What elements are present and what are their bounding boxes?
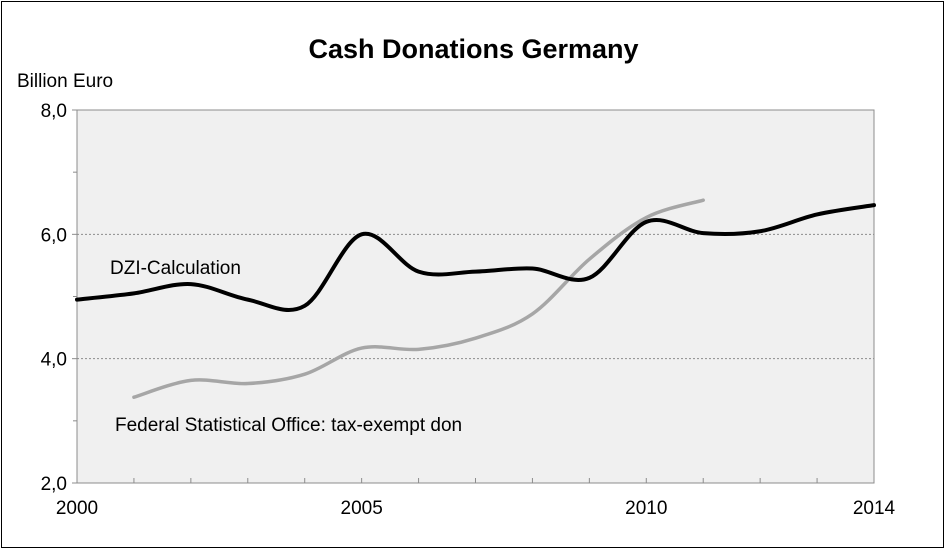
series-label-dzi: DZI-Calculation (110, 258, 241, 279)
x-tick-label: 2005 (341, 498, 383, 519)
x-tick-label: 2014 (853, 498, 896, 519)
y-tick-label: 8,0 (41, 101, 67, 122)
series-label-federal-statistical-office: Federal Statistical Office: tax-exempt d… (115, 415, 462, 436)
plot-area (76, 109, 875, 484)
y-tick-label: 6,0 (41, 225, 67, 246)
y-axis-unit-label: Billion Euro (17, 71, 114, 92)
x-tick-label: 2000 (56, 498, 98, 519)
x-tick-label: 2010 (625, 498, 667, 519)
series-line-federal-statistical-office (132, 198, 705, 399)
y-tick-label: 4,0 (41, 350, 67, 371)
chart-title: Cash Donations Germany (308, 34, 639, 64)
y-tick-label: 2,0 (41, 474, 67, 495)
series-line-dzi (75, 203, 876, 312)
